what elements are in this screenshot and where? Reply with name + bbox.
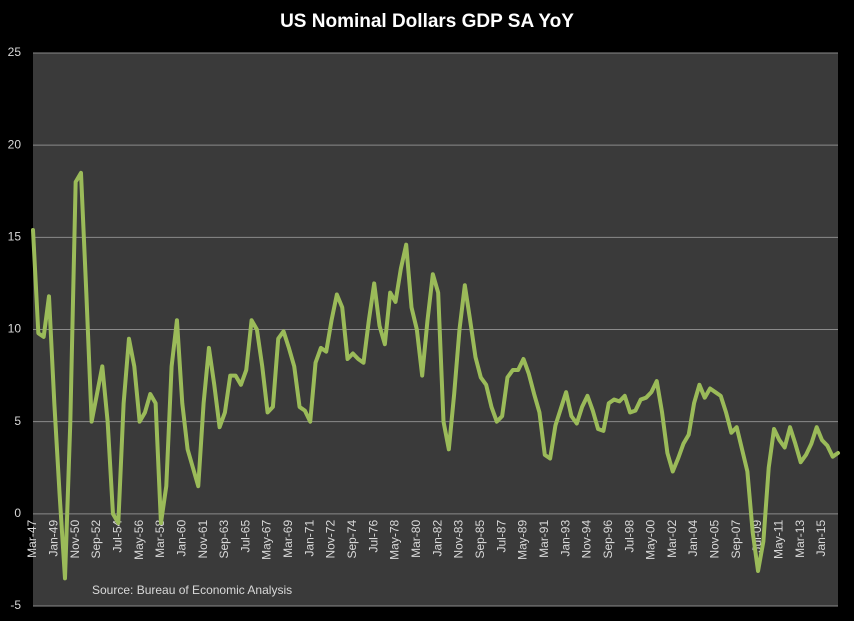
x-tick-label: Mar-02 [665, 520, 679, 558]
x-tick-label: Jul-65 [238, 520, 252, 553]
x-tick-label: May-56 [132, 520, 146, 560]
x-tick-label: Sep-63 [217, 520, 231, 559]
x-tick-label: Mar-58 [153, 520, 167, 558]
y-tick-label: 10 [8, 322, 22, 336]
x-tick-label: Sep-96 [601, 520, 615, 559]
x-tick-label: Mar-91 [537, 520, 551, 558]
x-tick-label: Sep-07 [729, 520, 743, 559]
y-tick-label: 15 [8, 230, 22, 244]
x-tick-label: May-11 [772, 520, 786, 559]
x-tick-label: Jul-98 [622, 520, 636, 553]
x-tick-label: Nov-72 [324, 520, 338, 559]
x-tick-label: Nov-50 [68, 520, 82, 559]
x-tick-label: Mar-69 [281, 520, 295, 558]
x-tick-label: Sep-85 [473, 520, 487, 559]
x-tick-label: Nov-94 [580, 520, 594, 559]
y-tick-label: 5 [14, 414, 21, 428]
x-tick-label: Mar-80 [409, 520, 423, 558]
x-tick-label: Jan-93 [558, 520, 572, 557]
line-series [31, 170, 840, 581]
x-tick-label: Jan-15 [814, 520, 828, 557]
y-tick-label: 25 [8, 45, 22, 59]
x-tick-label: Mar-47 [25, 520, 39, 558]
x-tick-label: Mar-13 [793, 520, 807, 558]
x-tick-label: Nov-83 [452, 520, 466, 559]
x-tick-label: Jul-54 [110, 520, 124, 553]
x-tick-label: Jan-49 [46, 520, 60, 557]
x-tick-label: May-00 [644, 520, 658, 560]
x-tick-label: Nov-61 [196, 520, 210, 559]
chart-title: US Nominal Dollars GDP SA YoY [280, 11, 574, 32]
x-tick-label: Jan-60 [174, 520, 188, 557]
x-tick-label: Nov-05 [708, 520, 722, 559]
source-note: Source: Bureau of Economic Analysis [92, 583, 292, 597]
x-tick-label: May-89 [516, 520, 530, 560]
x-tick-label: Jan-82 [430, 520, 444, 557]
y-tick-label: -5 [10, 598, 21, 612]
y-tick-label: 0 [14, 506, 21, 520]
x-tick-label: Jan-04 [686, 520, 700, 557]
x-tick-label: Sep-52 [89, 520, 103, 559]
x-tick-label: Sep-74 [345, 520, 359, 559]
x-tick-label: Jul-87 [494, 520, 508, 553]
x-tick-label: May-67 [260, 520, 274, 560]
x-tick-label: Jan-71 [302, 520, 316, 557]
y-tick-label: 20 [8, 137, 22, 151]
x-tick-label: May-78 [388, 520, 402, 560]
x-tick-label: Jul-76 [366, 520, 380, 553]
